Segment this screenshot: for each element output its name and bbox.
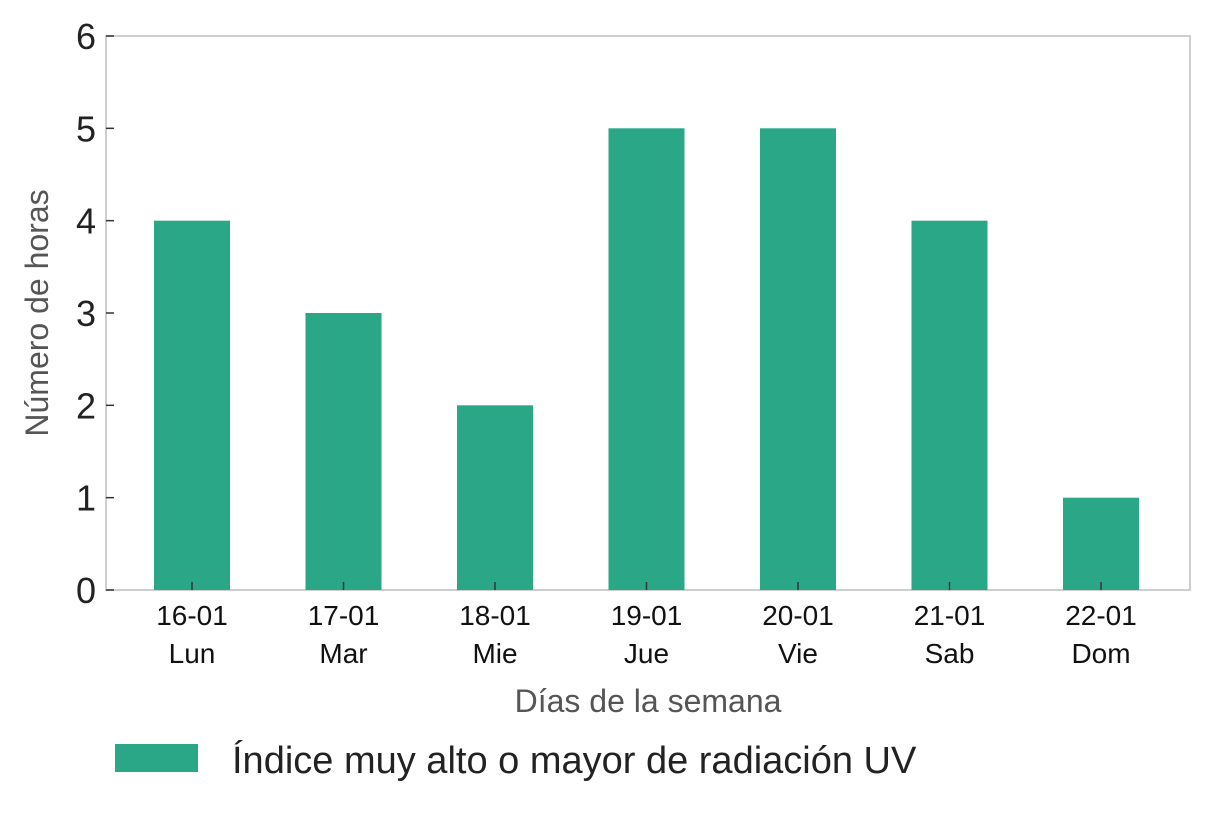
y-tick-label: 4 (76, 201, 96, 242)
bar-17-01 (305, 313, 382, 590)
bar-18-01 (457, 405, 533, 590)
bar-19-01 (608, 128, 685, 591)
y-tick-label: 0 (76, 570, 96, 611)
y-tick-label: 3 (76, 293, 96, 334)
legend-swatch (115, 744, 198, 772)
x-tick-label: 18-01 Mie (459, 600, 531, 669)
x-tick-label: 17-01 Mar (308, 600, 380, 669)
legend: Índice muy alto o mayor de radiación UV (115, 739, 917, 782)
legend-label: Índice muy alto o mayor de radiación UV (232, 739, 917, 782)
bar-21-01 (911, 220, 988, 590)
x-tick-label: 21-01 Sab (914, 600, 986, 669)
y-tick-label: 5 (76, 108, 96, 149)
y-tick-label: 1 (76, 478, 96, 519)
x-tick-label: 19-01 Jue (611, 600, 683, 669)
y-tick-label: 6 (76, 16, 96, 57)
bar-22-01 (1063, 497, 1139, 590)
x-tick-label: 16-01 Lun (156, 600, 228, 669)
x-tick-label: 22-01 Dom (1065, 600, 1137, 669)
x-tick-label: 20-01 Vie (762, 600, 834, 669)
y-tick-label: 2 (76, 385, 96, 426)
x-axis-title: Días de la semana (515, 683, 782, 719)
x-axis: 16-01 Lun 17-01 Mar 18-01 Mie 19-01 Jue 20-01 Vie… (156, 582, 1137, 669)
bar-16-01 (154, 220, 230, 590)
bars-group (154, 128, 1139, 591)
bar-20-01 (760, 128, 836, 591)
y-axis: 0 1 2 3 4 5 6 (76, 16, 114, 611)
y-axis-title: Número de horas (19, 189, 55, 436)
